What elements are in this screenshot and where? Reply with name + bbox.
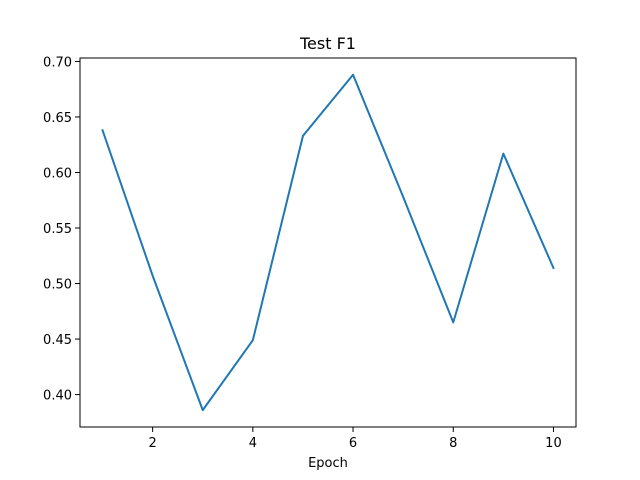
series-line-0 bbox=[101, 73, 555, 412]
y-tick-label: 0.55 bbox=[43, 222, 72, 237]
y-tick-label: 0.70 bbox=[43, 55, 72, 70]
plot-area: 2 4 6 8 10 0.40 0.45 0.50 0.55 0.60 0.65 0.70 bbox=[43, 55, 577, 451]
x-tick-label: 4 bbox=[249, 436, 257, 451]
x-axis-title: Epoch bbox=[308, 456, 348, 471]
y-tick-label: 0.65 bbox=[43, 111, 72, 126]
x-tick-label: 6 bbox=[349, 436, 357, 451]
y-tick-label: 0.50 bbox=[43, 278, 72, 293]
y-tick-label: 0.40 bbox=[43, 389, 72, 404]
x-tick-label: 2 bbox=[149, 436, 157, 451]
plot-frame bbox=[79, 57, 577, 428]
x-tick-label: 8 bbox=[449, 436, 457, 451]
y-tick-label: 0.45 bbox=[43, 333, 72, 348]
chart-title: Test F1 bbox=[299, 34, 356, 53]
x-tick-label: 10 bbox=[545, 436, 562, 451]
y-tick-label: 0.60 bbox=[43, 166, 72, 181]
